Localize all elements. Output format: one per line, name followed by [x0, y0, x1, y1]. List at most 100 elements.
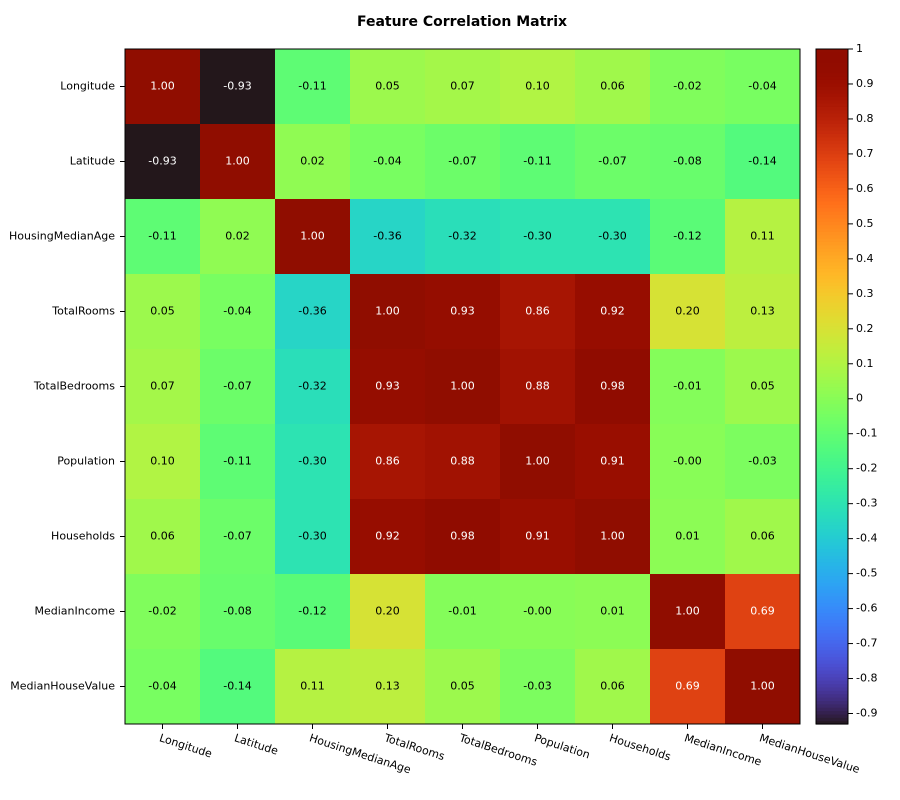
cell-label: 0.02	[300, 155, 325, 168]
cell-label: -0.07	[223, 530, 251, 543]
colorbar-segment	[816, 106, 848, 111]
x-tick-label: MedianIncome	[683, 731, 764, 768]
cell-label: -0.03	[748, 455, 776, 468]
heatmap-cell	[425, 574, 500, 649]
colorbar-segment	[816, 666, 848, 671]
cell-label: -0.11	[523, 155, 551, 168]
colorbar-segment	[816, 329, 848, 334]
cell-label: 0.93	[375, 380, 400, 393]
cell-label: 0.88	[525, 380, 550, 393]
colorbar-segment	[816, 136, 848, 141]
colorbar-segment	[816, 160, 848, 165]
heatmap-cell	[125, 124, 200, 199]
colorbar-segment	[816, 680, 848, 685]
colorbar-segment	[816, 676, 848, 681]
colorbar-segment	[816, 302, 848, 307]
heatmap-cell	[650, 424, 725, 499]
colorbar-segment	[816, 713, 848, 718]
colorbar-segment	[816, 663, 848, 668]
x-tick-label: Population	[533, 731, 592, 761]
heatmap-cell	[275, 274, 350, 349]
colorbar-tick-label: 0.6	[856, 182, 874, 195]
colorbar-segment	[816, 497, 848, 502]
heatmap-cell	[500, 424, 575, 499]
heatmap-cell	[575, 574, 650, 649]
heatmap-cell	[725, 649, 800, 724]
cell-label: 0.02	[225, 230, 250, 243]
colorbar-segment	[816, 481, 848, 485]
cell-label: -0.12	[673, 230, 701, 243]
cell-label: 0.05	[375, 80, 400, 93]
colorbar-segment	[816, 59, 848, 64]
colorbar-segment	[816, 383, 848, 388]
heatmap-cell	[500, 499, 575, 574]
colorbar-tick-label: -0.2	[856, 462, 877, 475]
colorbar-segment	[816, 501, 848, 506]
heatmap-cell	[275, 424, 350, 499]
heatmap-cell	[575, 124, 650, 199]
cell-label: 0.11	[300, 680, 325, 693]
cell-label: 1.00	[600, 530, 625, 543]
colorbar-segment	[816, 335, 848, 340]
colorbar-segment	[816, 79, 848, 84]
colorbar-segment	[816, 690, 848, 695]
colorbar-segment	[816, 521, 848, 526]
cell-label: -0.30	[523, 230, 551, 243]
colorbar-segment	[816, 616, 848, 620]
colorbar-tick-label: 1	[856, 42, 863, 55]
colorbar-segment	[816, 406, 848, 411]
colorbar-segment	[816, 389, 848, 394]
colorbar-segment	[816, 177, 848, 182]
colorbar-segment	[816, 683, 848, 688]
heatmap-cell	[350, 124, 425, 199]
heatmap-cell	[425, 424, 500, 499]
colorbar-segment	[816, 450, 848, 455]
colorbar-segment	[816, 234, 848, 239]
colorbar-segment	[816, 227, 848, 232]
colorbar-tick-label: 0.9	[856, 77, 874, 90]
colorbar-segment	[816, 535, 848, 539]
cell-label: -0.02	[148, 605, 176, 618]
colorbar-segment	[816, 636, 848, 641]
colorbar-tick-label: 0	[856, 392, 863, 405]
colorbar-segment	[816, 538, 848, 543]
colorbar-segment	[816, 710, 848, 715]
heatmap-cell	[125, 424, 200, 499]
colorbar-segment	[816, 285, 848, 290]
colorbar-tick-label: -0.9	[856, 707, 877, 720]
colorbar-segment	[816, 251, 848, 256]
colorbar-segment	[816, 653, 848, 658]
heatmap-cell	[350, 199, 425, 274]
heatmap-cell	[125, 574, 200, 649]
colorbar-segment	[816, 271, 848, 276]
colorbar-segment	[816, 504, 848, 509]
heatmap-cell	[575, 649, 650, 724]
heatmap-cell	[350, 499, 425, 574]
heatmap-cell	[350, 649, 425, 724]
colorbar-segment	[816, 187, 848, 192]
colorbar-segment	[816, 470, 848, 475]
cell-label: 1.00	[750, 680, 775, 693]
heatmap-cell	[725, 124, 800, 199]
cell-label: -0.00	[523, 605, 551, 618]
colorbar-segment	[816, 275, 848, 280]
colorbar-segment	[816, 261, 848, 266]
colorbar-segment	[816, 578, 848, 583]
colorbar-segment	[816, 555, 848, 560]
colorbar-segment	[816, 157, 848, 161]
colorbar-segment	[816, 52, 848, 57]
cell-label: -0.07	[598, 155, 626, 168]
y-tick-label: MedianIncome	[35, 605, 116, 618]
x-tick-label: TotalBedrooms	[457, 731, 539, 769]
heatmap-cell	[650, 349, 725, 424]
heatmap-cell	[425, 49, 500, 124]
heatmap-cell	[650, 649, 725, 724]
cell-label: -0.32	[298, 380, 326, 393]
colorbar-tick-label: -0.6	[856, 602, 877, 615]
cell-label: 0.11	[750, 230, 775, 243]
heatmap-cell	[575, 349, 650, 424]
cell-label: 0.05	[150, 305, 175, 318]
colorbar-segment	[816, 484, 848, 489]
cell-label: -0.01	[673, 380, 701, 393]
heatmap-cell	[275, 574, 350, 649]
